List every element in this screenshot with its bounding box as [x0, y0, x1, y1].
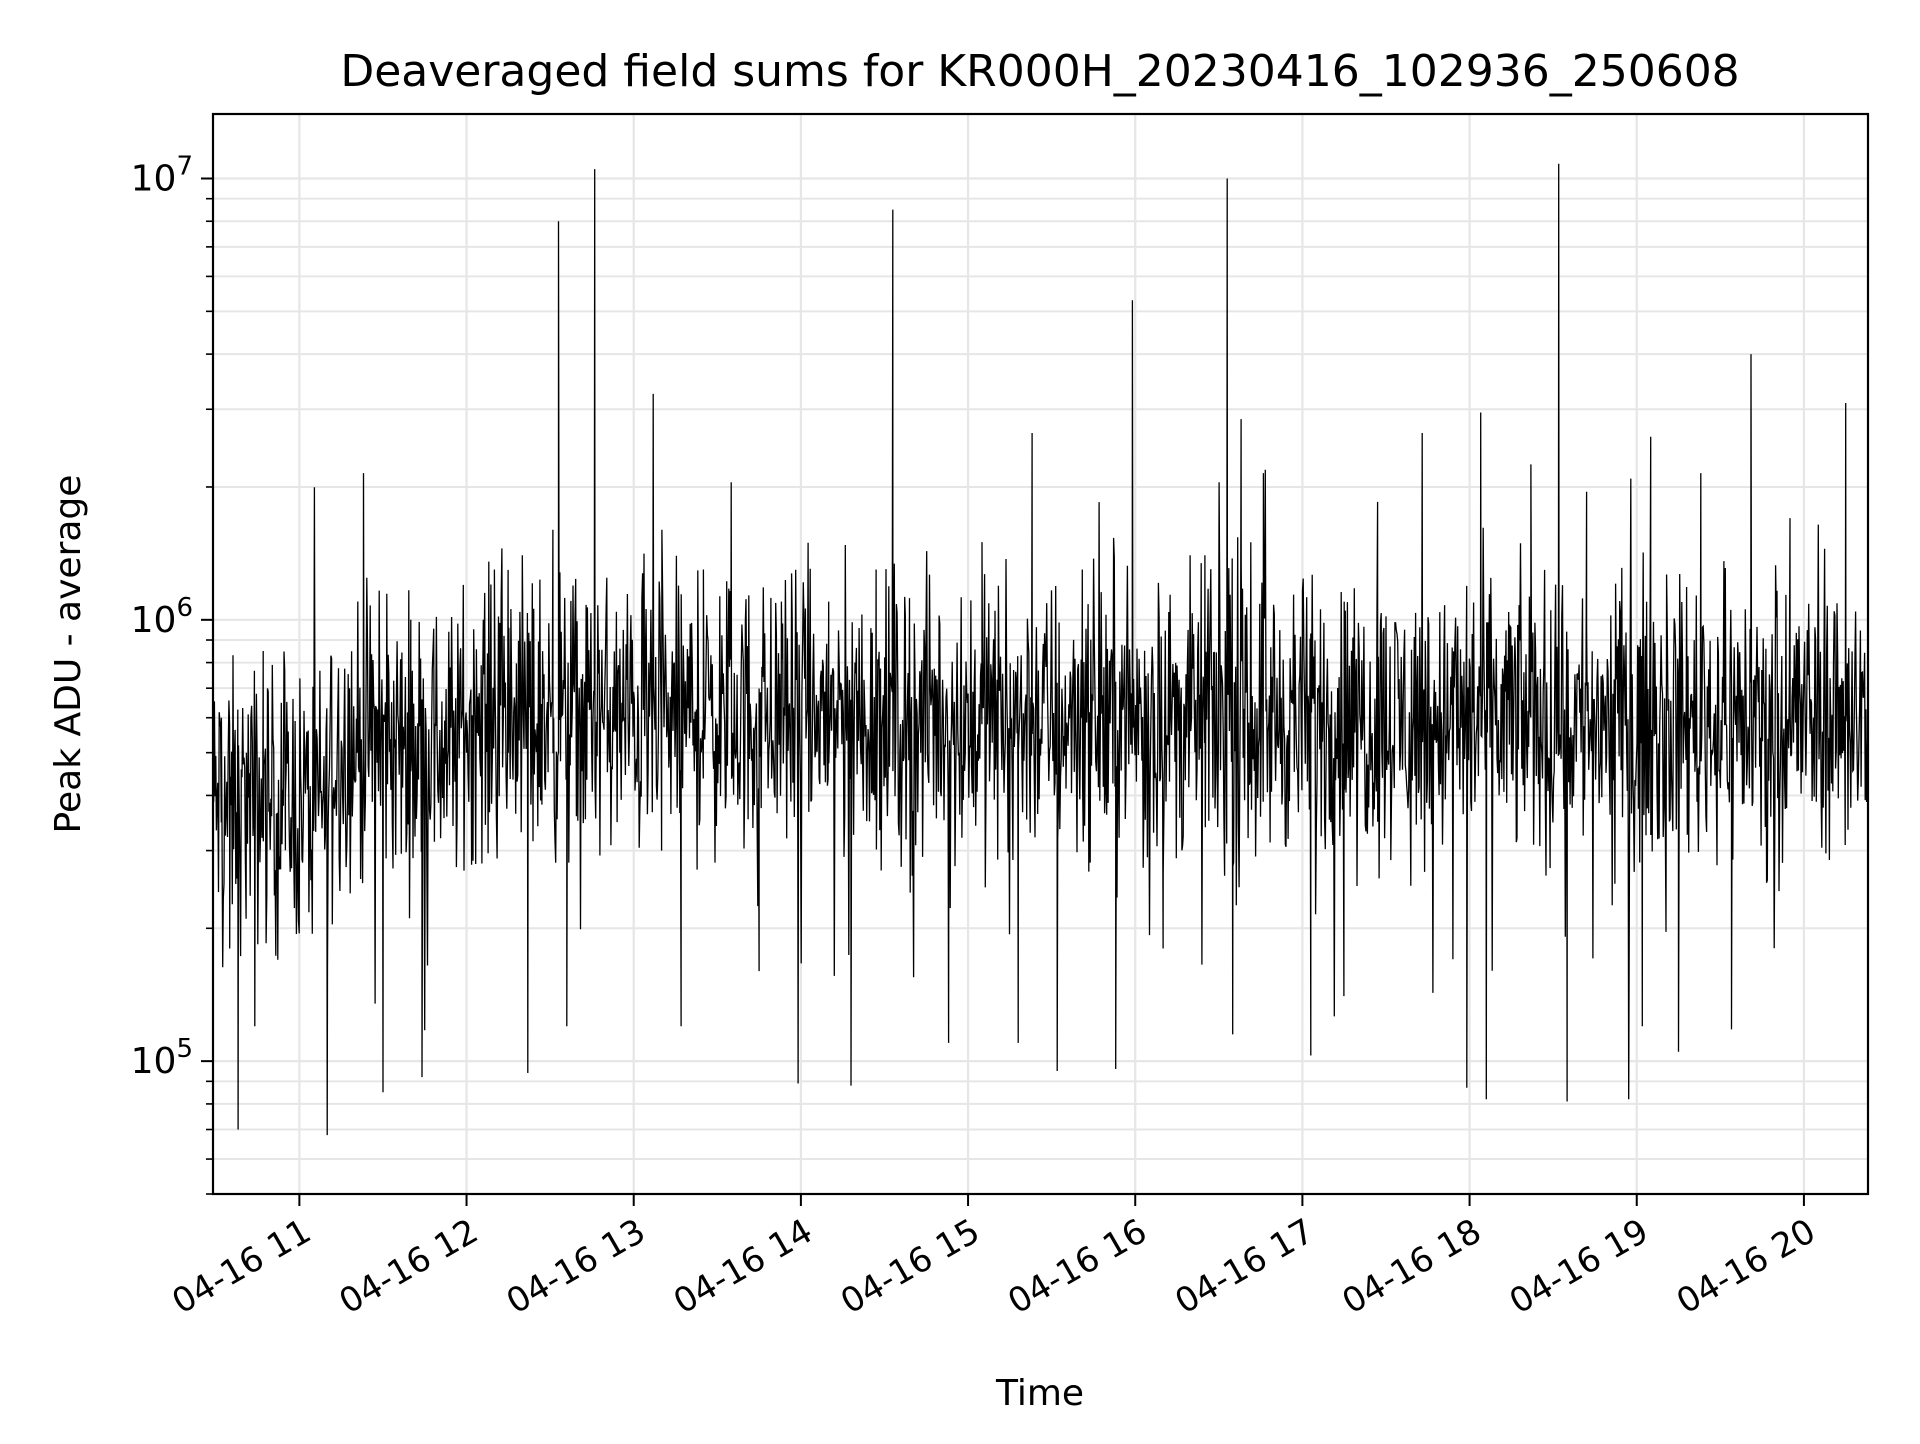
y-tick-label: 105 — [131, 1034, 193, 1082]
y-tick-label: 106 — [131, 593, 193, 641]
x-axis-label: Time — [995, 1373, 1084, 1414]
y-axis-label: Peak ADU - average — [48, 475, 89, 834]
series-line — [213, 163, 1868, 1136]
plot-area — [213, 163, 1868, 1136]
chart-title: Deaveraged field sums for KR000H_2023041… — [340, 46, 1739, 97]
axes-frame — [211, 112, 1870, 1196]
y-tick-label: 107 — [131, 151, 193, 199]
y-axis: 105 106 107 — [131, 151, 213, 1195]
